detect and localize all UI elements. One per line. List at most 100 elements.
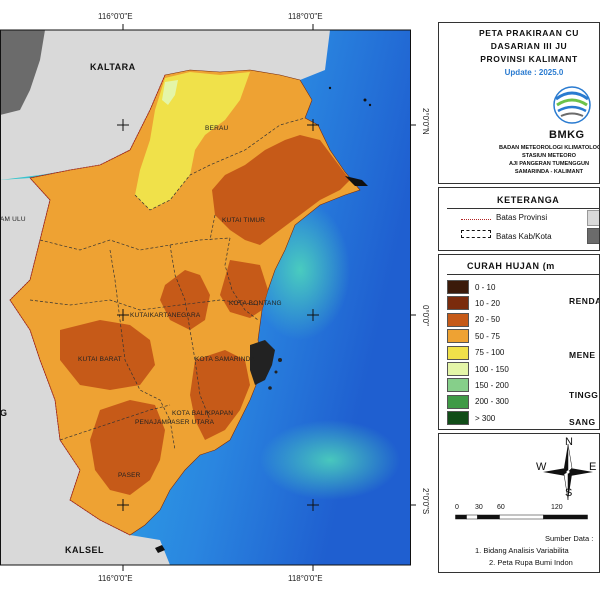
neighbor-kalteng-kalsel — [0, 178, 170, 565]
compass-w: W — [536, 461, 547, 473]
region-label-kutai-kartanegara: KUTAIKARTANEGARA — [130, 312, 201, 319]
lon-label-116-top: 116°0'0"E — [98, 12, 133, 21]
legend-label: 75 - 100 — [475, 348, 505, 358]
legend-label: 0 - 10 — [475, 282, 496, 292]
scale-label-30: 30 — [475, 504, 483, 511]
agency-line-4: SAMARINDA - KALIMANT — [514, 169, 584, 175]
source-line-1: 1. Bidang Analisis Variabilita — [475, 546, 569, 555]
region-label-kota-bontang: KOTA BONTANG — [229, 300, 282, 307]
legend-row: 20 - 50 — [447, 312, 500, 328]
legend-label: 100 - 150 — [475, 364, 509, 374]
region-label-penajam-paser-utara: PENAJAMPASER UTARA — [135, 419, 215, 426]
legend-line-province — [461, 219, 491, 220]
rainfall-legend-panel: CURAH HUJAN (m 0 - 10 10 - 20 20 - 50 50 - … — [438, 254, 600, 430]
legend-swatch — [447, 296, 469, 311]
legend-swatch — [447, 345, 469, 360]
map-canvas — [0, 24, 416, 571]
source-title: Sumber Data : — [545, 534, 594, 543]
zone-20-50 — [190, 350, 250, 440]
legend-row: 150 - 200 — [447, 377, 509, 393]
region-label-paser: PASER — [118, 472, 141, 479]
scale-label-120: 120 — [551, 504, 563, 511]
category-menengah: MENE — [569, 350, 596, 360]
label-kalsel: KALSEL — [65, 545, 104, 555]
keterangan-divider — [447, 208, 599, 209]
region-label-mahakam-ulu: AM ULU — [0, 216, 26, 223]
compass-n: N — [565, 436, 573, 448]
bmkg-logo-text: BMKG — [549, 129, 585, 141]
bmkg-logo-icon — [553, 86, 591, 124]
legend-swatch — [447, 312, 469, 327]
legend-label: 10 - 20 — [475, 298, 500, 308]
legend-row: 200 - 300 — [447, 394, 509, 410]
outside-territory — [0, 30, 45, 115]
legend-label: 150 - 200 — [475, 380, 509, 390]
compass-s: S — [565, 487, 573, 499]
label-kaltara: KALTARA — [90, 62, 136, 72]
rainfall-legend-divider — [447, 274, 599, 275]
mahakam-delta — [250, 340, 282, 390]
neighbor-kaltara — [0, 30, 330, 180]
graticule — [117, 119, 319, 511]
sea-shallow-patch — [260, 420, 400, 500]
label-kalteng-partial: G — [0, 408, 8, 418]
legend-box-district — [461, 230, 491, 238]
region-label-kutai-barat: KUTAI BARAT — [78, 356, 122, 363]
zone-20-50 — [220, 260, 268, 318]
region-label-kutai-timur: KUTAI TIMUR — [222, 217, 266, 224]
agency-line-1: BADAN METEOROLOGI KLIMATOLOG — [499, 145, 600, 151]
lon-label-116-bottom: 116°0'0"E — [98, 574, 133, 583]
agency-line-2: STASIUN METEORO — [522, 153, 576, 159]
source-line-2: 2. Peta Rupa Bumi Indon — [489, 558, 573, 567]
legend-swatch — [447, 394, 469, 409]
legend-label: > 300 — [475, 413, 496, 423]
title-line-1: PETA PRAKIRAAN CU — [479, 28, 579, 38]
legend-swatch — [447, 362, 469, 376]
province-border — [9, 74, 166, 536]
legend-row: 10 - 20 — [447, 295, 500, 311]
legend-row: 100 - 150 — [447, 361, 509, 377]
lat-label-2n: 2°0'0"N — [421, 108, 430, 135]
region-label-kota-balikpapan: KOTA BALIKPAPAN — [172, 410, 234, 417]
info-panel: N S W E 0 30 60 120 Sumber Data : 1. Bid… — [438, 433, 600, 573]
legend-swatch — [447, 411, 469, 426]
lat-label-2s: 2°0'0"S — [421, 488, 430, 515]
legend-label: 20 - 50 — [475, 315, 500, 325]
title-panel: PETA PRAKIRAAN CU DASARIAN III JU PROVIN… — [438, 22, 600, 184]
region-label-kota-samarinda: KOTA SAMARINDA — [195, 356, 256, 363]
bmkg-logo — [547, 85, 597, 129]
legend-row: > 300 — [447, 410, 495, 426]
category-sangat-tinggi: SANG — [569, 417, 596, 427]
legend-swatch — [447, 378, 469, 393]
legend-row: 50 - 75 — [447, 328, 500, 344]
district-boundaries — [29, 117, 306, 451]
legend-label: 50 - 75 — [475, 331, 500, 341]
lat-label-0: 0°0'0" — [421, 305, 430, 326]
scale-bar — [455, 514, 588, 520]
offshore-islands — [155, 86, 372, 553]
scale-label-60: 60 — [497, 504, 505, 511]
title-line-2: DASARIAN III JU — [490, 41, 568, 51]
legend-swatch-neighbor — [587, 210, 599, 226]
title-line-3: PROVINSI KALIMANT — [480, 54, 578, 64]
legend-swatch — [447, 280, 469, 294]
update-date: Update : 2025.0 — [504, 68, 564, 77]
legend-label-district: Batas Kab/Kota — [496, 232, 552, 241]
keterangan-title: KETERANGA — [497, 195, 560, 205]
category-rendah: RENDA — [569, 296, 600, 306]
lon-label-118-top: 118°0'0"E — [288, 12, 323, 21]
legend-row: 0 - 10 — [447, 279, 495, 295]
keterangan-panel: KETERANGA Batas Provinsi Batas Kab/Kota — [438, 187, 600, 251]
map-frame: 116°0'0"E 118°0'0"E 116°0'0"E 118°0'0"E … — [0, 12, 430, 583]
agency-line-3: AJI PANGERAN TUMENGGUN — [508, 161, 590, 167]
legend-label-province: Batas Provinsi — [496, 213, 548, 222]
compass-rose-icon — [543, 443, 593, 501]
scale-label-0: 0 — [455, 504, 459, 511]
legend-swatch — [447, 329, 469, 344]
legend-swatch-outside — [587, 228, 599, 244]
legend-row: 75 - 100 — [447, 345, 504, 361]
legend-label: 200 - 300 — [475, 397, 509, 407]
rainfall-legend-title: CURAH HUJAN (m — [467, 261, 555, 271]
zone-100-150 — [162, 80, 178, 105]
compass-e: E — [589, 461, 597, 473]
